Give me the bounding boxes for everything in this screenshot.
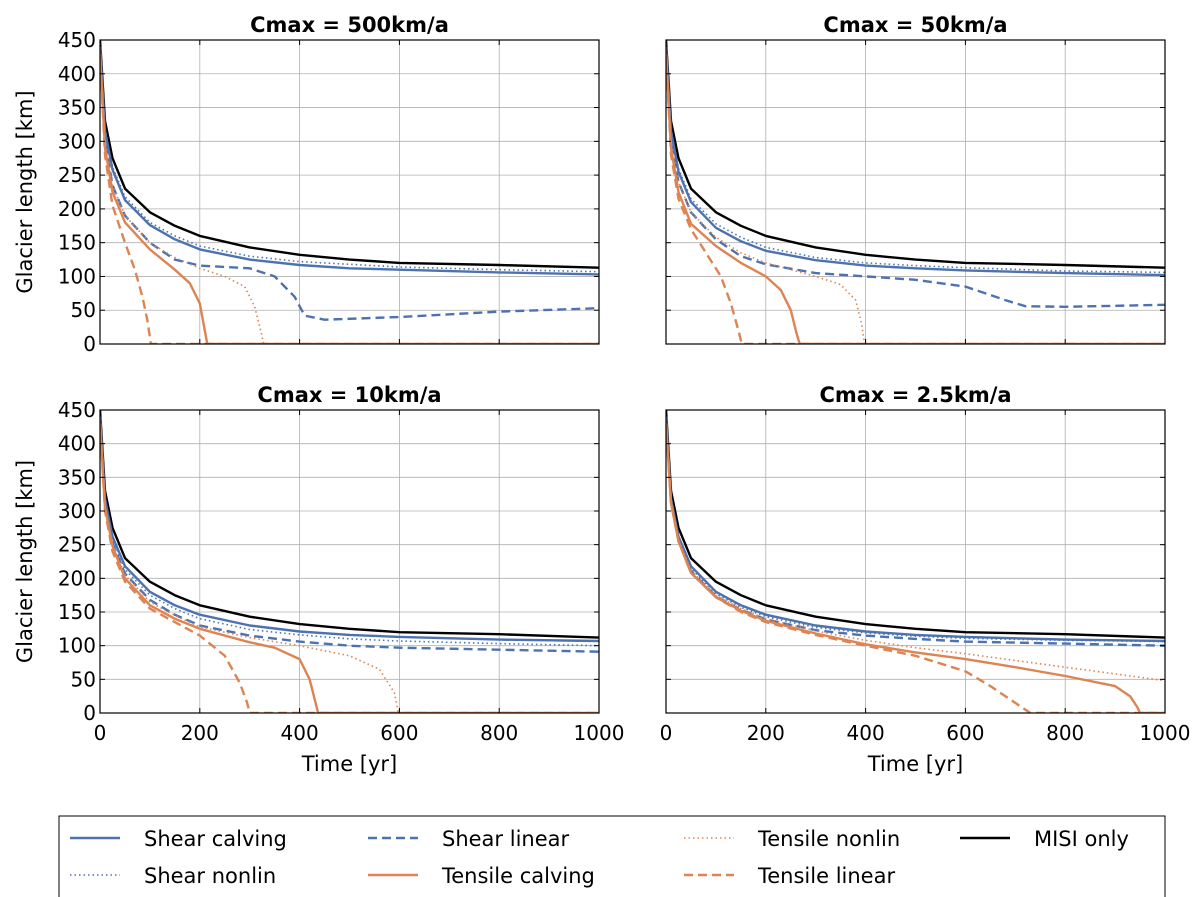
series-line-tensile-nonlin <box>666 420 1165 682</box>
y-tick-label: 400 <box>58 62 96 86</box>
legend-item-shear-nonlin: Shear nonlin <box>70 864 276 888</box>
y-tick-label: 250 <box>58 533 96 557</box>
series-line-tensile-nonlin <box>100 420 599 713</box>
legend-item-tensile-linear: Tensile linear <box>684 864 895 888</box>
series-line-tensile-calving <box>100 53 599 344</box>
series-line-misi-only <box>100 409 599 639</box>
series-line-tensile-linear <box>666 423 1165 713</box>
series-line-tensile-calving <box>100 423 599 713</box>
x-tick-label: 0 <box>94 721 107 745</box>
y-tick-label: 450 <box>58 398 96 422</box>
y-tick-label: 350 <box>58 465 96 489</box>
x-axis-label: Time [yr] <box>301 752 398 776</box>
legend-frame <box>58 815 1166 897</box>
x-tick-label: 0 <box>660 721 673 745</box>
y-axis-label: Glacier length [km] <box>13 460 37 663</box>
y-tick-label: 300 <box>58 129 96 153</box>
y-tick-label: 300 <box>58 499 96 523</box>
series-line-shear-nonlin <box>666 43 1165 274</box>
x-tick-label: 200 <box>747 721 785 745</box>
y-tick-label: 50 <box>71 298 96 322</box>
series-line-tensile-linear <box>100 423 599 713</box>
legend-label: Shear linear <box>442 827 570 851</box>
series-group <box>100 39 599 344</box>
series-group <box>100 409 599 713</box>
series-line-misi-only <box>100 39 599 269</box>
chart-panels: 0 50 100 150 200 250 300 350 400 450 Cmax = 500km/… <box>13 13 1190 776</box>
legend-item-tensile-nonlin: Tensile nonlin <box>684 827 900 851</box>
y-tick-label: 50 <box>71 667 96 691</box>
y-tick-label: 350 <box>58 96 96 120</box>
series-line-shear-calving <box>100 46 599 276</box>
x-tick-label: 400 <box>281 721 319 745</box>
panel-title: Cmax = 10km/a <box>257 383 441 407</box>
series-line-tensile-calving <box>666 423 1165 713</box>
series-line-shear-nonlin <box>100 43 599 273</box>
series-line-shear-linear <box>100 46 599 321</box>
panel-title: Cmax = 2.5km/a <box>819 383 1011 407</box>
series-group <box>666 39 1165 344</box>
x-tick-label: 600 <box>946 721 984 745</box>
series-line-tensile-nonlin <box>666 50 1165 344</box>
plot-frame <box>99 409 600 714</box>
y-tick-label: 150 <box>58 600 96 624</box>
series-line-tensile-calving <box>666 53 1165 344</box>
series-line-shear-calving <box>666 416 1165 643</box>
legend-item-tensile-calving: Tensile calving <box>368 864 595 888</box>
series-line-tensile-nonlin <box>100 50 599 344</box>
series-line-shear-linear <box>666 416 1165 647</box>
y-tick-label: 200 <box>58 197 96 221</box>
legend: Shear calving Shear linear Tensile nonlin M… <box>58 815 1166 897</box>
series-line-shear-linear <box>100 416 599 653</box>
x-tick-label: 200 <box>181 721 219 745</box>
x-tick-label: 800 <box>1046 721 1084 745</box>
panel-title: Cmax = 500km/a <box>250 13 449 37</box>
series-line-tensile-linear <box>100 53 599 344</box>
series-line-misi-only <box>666 39 1165 269</box>
y-tick-label: 150 <box>58 231 96 255</box>
legend-label: Tensile calving <box>441 864 595 888</box>
legend-label: MISI only <box>1034 827 1129 851</box>
legend-item-shear-linear: Shear linear <box>368 827 570 851</box>
y-tick-label: 0 <box>83 701 96 725</box>
x-tick-label: 1000 <box>574 721 625 745</box>
y-axis-label: Glacier length [km] <box>13 90 37 293</box>
series-line-shear-linear <box>666 46 1165 308</box>
legend-item-shear-calving: Shear calving <box>70 827 287 851</box>
x-tick-label: 400 <box>847 721 885 745</box>
plot-frame <box>665 39 1166 345</box>
series-group <box>666 409 1165 713</box>
chart-panel-0: 0 50 100 150 200 250 300 350 400 450 Cmax = 500km/… <box>13 13 600 356</box>
x-tick-label: 600 <box>380 721 418 745</box>
series-line-tensile-linear <box>666 53 1165 344</box>
series-line-shear-calving <box>666 46 1165 277</box>
x-tick-label: 800 <box>480 721 518 745</box>
y-tick-label: 0 <box>83 332 96 356</box>
plot-frame <box>665 409 1166 714</box>
series-line-shear-calving <box>100 416 599 643</box>
x-tick-label: 1000 <box>1140 721 1191 745</box>
legend-label: Shear calving <box>144 827 287 851</box>
plot-frame <box>99 39 600 345</box>
y-tick-label: 450 <box>58 28 96 52</box>
y-tick-label: 200 <box>58 566 96 590</box>
y-tick-label: 400 <box>58 432 96 456</box>
legend-label: Tensile nonlin <box>757 827 900 851</box>
legend-label: Shear nonlin <box>144 864 276 888</box>
series-line-shear-nonlin <box>100 416 599 647</box>
x-axis-label: Time [yr] <box>867 752 964 776</box>
y-tick-label: 250 <box>58 163 96 187</box>
legend-label: Tensile linear <box>757 864 895 888</box>
chart-panel-2: 0 200 400 600 800 1000 0 50 100 150 200 250 300 350 40… <box>13 383 624 776</box>
legend-item-misi-only: MISI only <box>960 827 1129 851</box>
series-line-misi-only <box>666 409 1165 639</box>
y-tick-label: 100 <box>58 264 96 288</box>
panel-title: Cmax = 50km/a <box>823 13 1007 37</box>
y-tick-label: 100 <box>58 634 96 658</box>
chart-panel-3: 0 200 400 600 800 1000 Cmax = 2.5km/a Time [yr] <box>660 383 1191 776</box>
chart-panel-1: Cmax = 50km/a <box>665 13 1166 345</box>
